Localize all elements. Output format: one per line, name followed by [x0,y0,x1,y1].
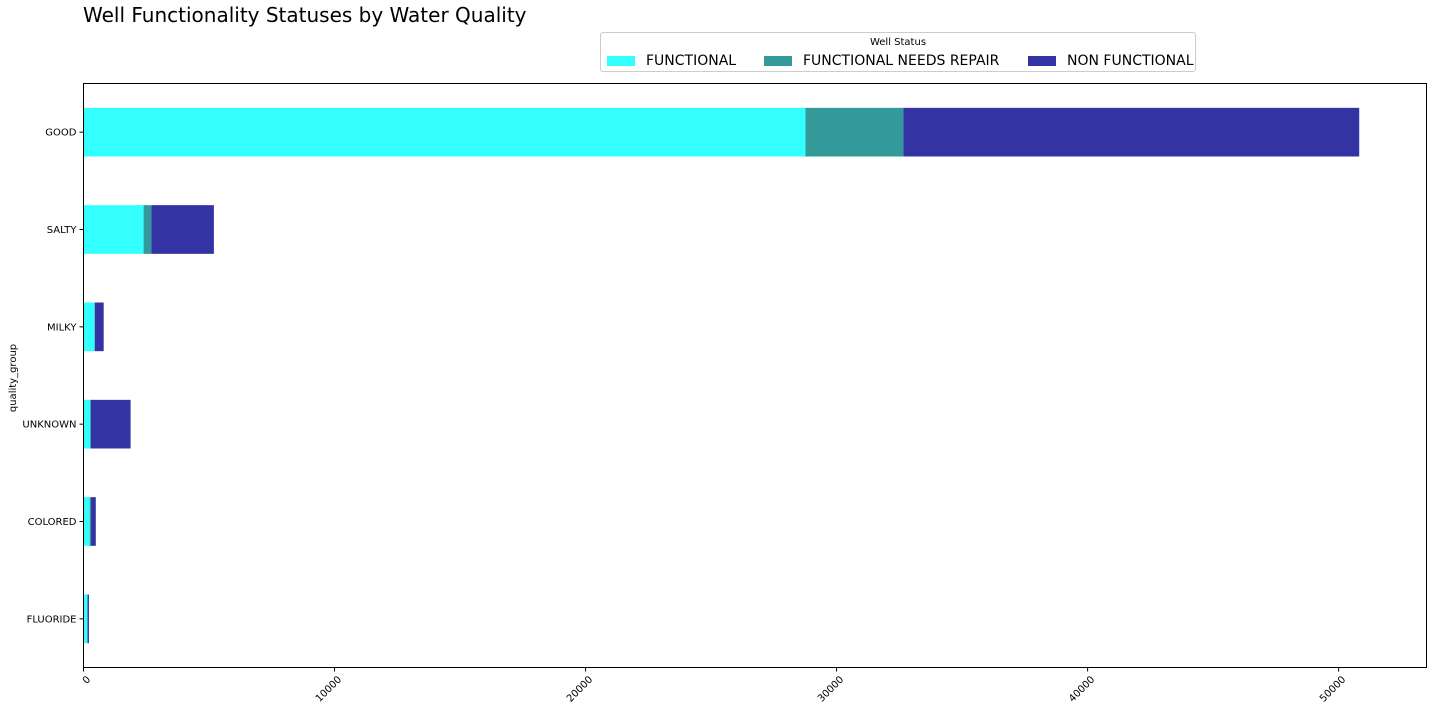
bar-unknown-functional [83,399,91,449]
bar-good-functional-needs-repair [805,107,904,157]
y-axis-label: quality_group [8,344,19,412]
bar-milky-non-functional [94,302,104,352]
x-tick-label-40000: 40000 [1067,674,1097,704]
legend-label-functional-needs-repair: FUNCTIONAL NEEDS REPAIR [803,53,1000,69]
bar-fluoride-non-functional [87,594,89,644]
legend-label-non-functional: NON FUNCTIONAL [1067,53,1194,69]
bars-layer [83,107,1360,644]
legend-swatch-non-functional [1028,56,1056,66]
x-tick-label-0: 0 [81,674,93,686]
y-tick-label-salty: SALTY [47,225,78,236]
bar-good-functional [83,107,806,157]
legend-title: Well Status [869,37,927,48]
x-tick-label-50000: 50000 [1318,674,1348,704]
legend: Well Status FUNCTIONAL FUNCTIONAL NEEDS … [600,32,1196,72]
legend-item-functional: FUNCTIONAL [607,53,736,69]
bar-fluoride-functional [83,594,88,644]
legend-swatch-functional [607,56,635,66]
legend-item-non-functional: NON FUNCTIONAL [1028,53,1194,69]
plot-frame [83,83,1427,668]
y-tick-label-unknown: UNKNOWN [22,420,76,431]
y-tick-label-fluoride: FLUORIDE [27,614,77,625]
bar-colored-functional [83,497,90,546]
y-axis: GOOD SALTY MILKY UNKNOWN COLORED FLUORIDE [22,128,84,625]
x-tick-label-30000: 30000 [816,674,846,704]
bar-colored-functional-needs-repair [89,497,92,546]
y-tick-label-colored: COLORED [28,517,77,528]
y-tick-label-milky: MILKY [47,322,77,333]
legend-item-functional-needs-repair: FUNCTIONAL NEEDS REPAIR [764,53,999,69]
bar-good-non-functional [903,107,1360,157]
bar-salty-functional [83,205,144,254]
legend-label-functional: FUNCTIONAL [646,53,737,69]
x-tick-label-20000: 20000 [565,674,595,704]
chart-title: Well Functionality Statuses by Water Qua… [83,3,527,27]
bar-salty-non-functional [151,205,214,254]
legend-swatch-functional-needs-repair [764,56,792,66]
bar-unknown-functional-needs-repair [90,399,92,449]
x-axis: 0 10000 20000 30000 40000 50000 [81,667,1348,705]
bar-salty-functional-needs-repair [143,205,152,254]
x-tick-label-10000: 10000 [314,674,344,704]
bar-milky-functional [83,302,95,352]
y-tick-label-good: GOOD [45,128,76,139]
bar-unknown-non-functional [91,399,131,449]
bar-colored-non-functional [91,497,96,546]
